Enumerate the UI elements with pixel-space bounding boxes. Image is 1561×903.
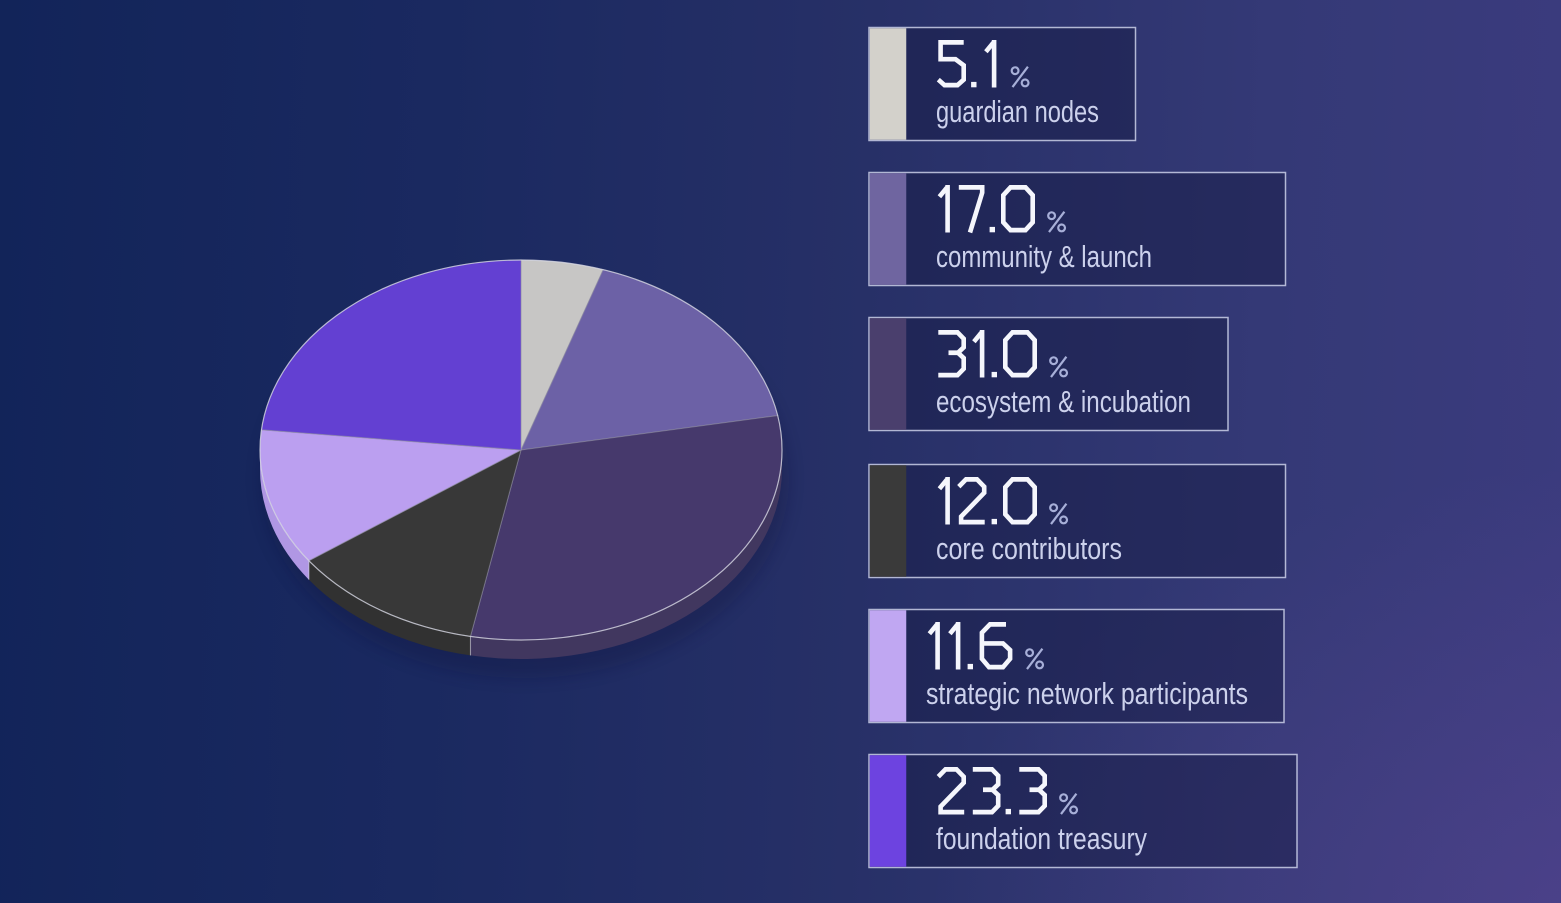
- svg-text:guardian nodes: guardian nodes: [936, 95, 1099, 129]
- svg-text:core contributors: core contributors: [936, 532, 1122, 566]
- svg-text:foundation treasury: foundation treasury: [936, 822, 1148, 856]
- svg-text:community & launch: community & launch: [936, 240, 1152, 274]
- svg-text:ecosystem & incubation: ecosystem & incubation: [936, 385, 1191, 419]
- svg-text:strategic network participants: strategic network participants: [926, 677, 1248, 711]
